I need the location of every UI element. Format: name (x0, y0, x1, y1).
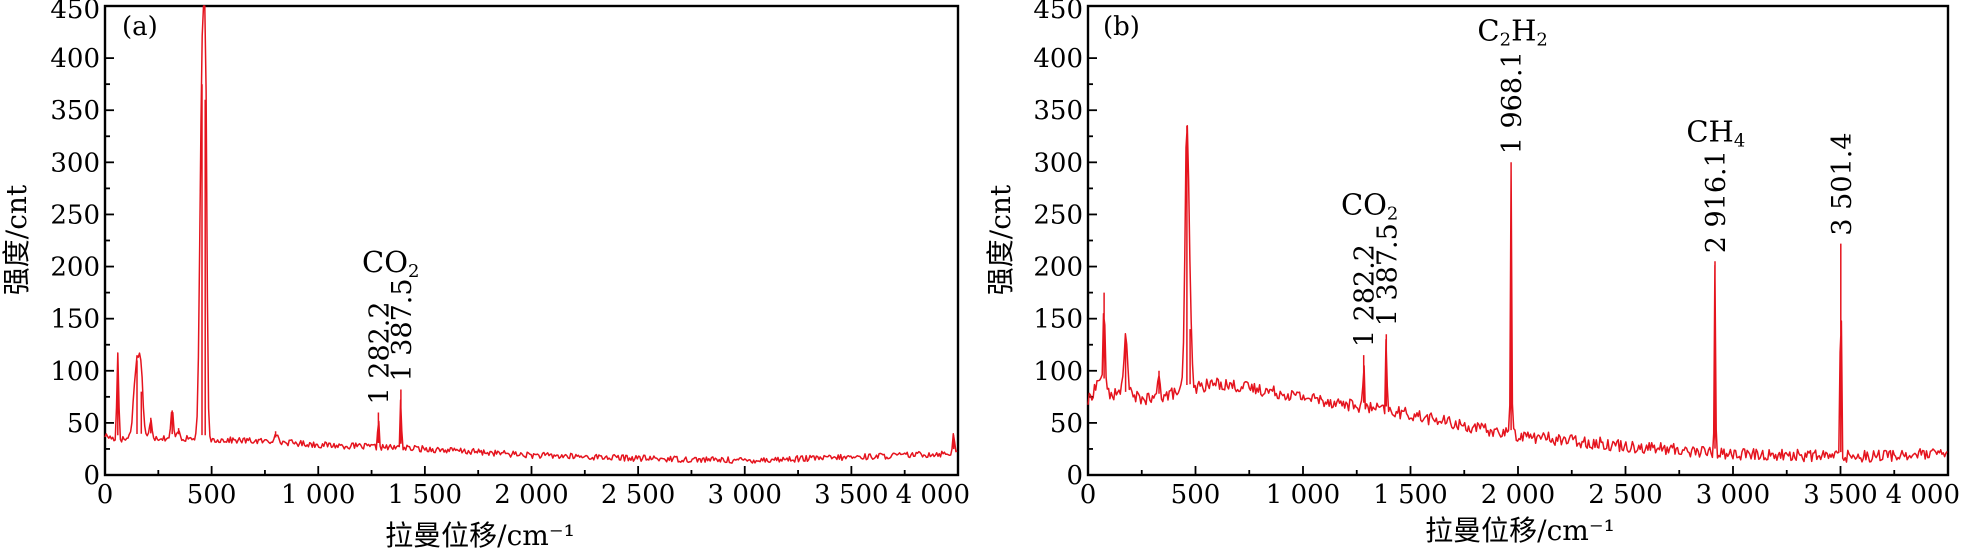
peak-value-label: 1 968.1 (1497, 51, 1528, 154)
y-tick-label: 250 (1033, 200, 1083, 230)
x-tick-label: 2 500 (601, 480, 675, 510)
x-axis-title: 拉曼位移/cm⁻¹ (1425, 514, 1615, 547)
y-tick-label: 50 (1050, 409, 1083, 439)
y-axis: 0 50 100 150 200 250 300 350 400 450 (50, 0, 114, 491)
molecule-label: CH4 (1686, 114, 1745, 151)
panel-label: (a) (122, 12, 158, 42)
x-tick-label: 2 000 (494, 480, 568, 510)
y-axis: 0 50 100 150 200 250 300 350 400 450 (1033, 0, 1097, 491)
y-tick-label: 200 (50, 253, 100, 283)
panel-label: (b) (1103, 12, 1140, 42)
peak-value-label: 1 387.5 (387, 278, 418, 381)
x-tick-label: 500 (1171, 480, 1221, 510)
y-tick-label: 200 (1033, 253, 1083, 283)
plot-frame (103, 4, 960, 477)
y-tick-label: 350 (50, 96, 100, 126)
molecule-label: CO2 (1341, 187, 1398, 224)
x-tick-label: 3 500 (814, 480, 888, 510)
peak-value-label: 1 387.5 (1372, 223, 1403, 326)
y-axis-title: 强度/cnt (0, 184, 33, 295)
x-axis-title: 拉曼位移/cm⁻¹ (385, 519, 575, 552)
peak-value-label: 2 916.1 (1701, 150, 1732, 253)
y-tick-label: 400 (1033, 44, 1083, 74)
x-tick-label: 2 500 (1588, 480, 1662, 510)
peak-value-label: 1 282.2 (1350, 244, 1381, 347)
y-tick-label: 100 (50, 357, 100, 387)
y-tick-label: 450 (50, 0, 100, 25)
y-tick-label: 300 (50, 148, 100, 178)
y-tick-label: 150 (1033, 305, 1083, 335)
chart-panel-a: 0 50 100 150 200 250 300 350 400 450 0 500 1 000 1 5… (0, 0, 970, 552)
x-axis: 0 500 1 000 1 500 2 000 2 500 3 000 3 500 4 000 (97, 466, 970, 510)
x-tick-label: 1 500 (388, 480, 462, 510)
x-tick-label: 500 (187, 480, 237, 510)
chart-panel-b: 0 50 100 150 200 250 300 350 400 450 0 500 1 000 1 5… (984, 0, 1960, 547)
x-tick-label: 2 000 (1481, 480, 1555, 510)
y-tick-label: 0 (1066, 461, 1083, 491)
y-tick-label: 0 (83, 461, 100, 491)
x-tick-label: 3 000 (708, 480, 782, 510)
y-tick-label: 150 (50, 305, 100, 335)
molecule-label: CO2 (362, 245, 419, 282)
y-tick-label: 350 (1033, 96, 1083, 126)
y-tick-label: 450 (1033, 0, 1083, 25)
peak-value-label: 1 282.2 (364, 301, 395, 404)
x-axis: 0 500 1 000 1 500 2 000 2 500 3 000 3 500 4 000 (1080, 466, 1960, 510)
x-tick-label: 3 000 (1696, 480, 1770, 510)
y-axis-title: 强度/cnt (984, 184, 1017, 295)
x-tick-label: 1 000 (281, 480, 355, 510)
y-tick-label: 250 (50, 200, 100, 230)
x-tick-label: 0 (97, 480, 114, 510)
x-tick-label: 1 000 (1266, 480, 1340, 510)
peak-annotations: 1 282.21 387.5 1 968.1 2 916.1 3 501.4 CO2 C2… (1341, 13, 1858, 347)
x-tick-label: 4 000 (896, 480, 970, 510)
molecule-label: C2H2 (1477, 13, 1547, 50)
x-tick-label: 4 000 (1886, 480, 1960, 510)
x-tick-label: 1 500 (1373, 480, 1447, 510)
spectrum-line (1087, 124, 1948, 463)
peak-value-label: 3 501.4 (1827, 133, 1858, 236)
x-tick-label: 0 (1080, 480, 1097, 510)
y-tick-label: 400 (50, 44, 100, 74)
y-tick-label: 50 (67, 409, 100, 439)
x-tick-label: 3 500 (1803, 480, 1877, 510)
y-tick-label: 100 (1033, 357, 1083, 387)
y-tick-label: 300 (1033, 148, 1083, 178)
spectrum-line (104, 5, 958, 464)
